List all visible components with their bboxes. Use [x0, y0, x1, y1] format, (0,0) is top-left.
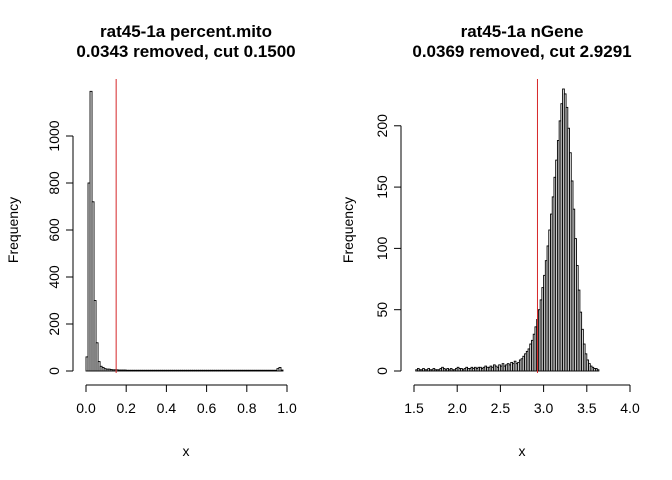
x-axis: 1.5 2.0 2.5 3.0 3.5 4.0 [404, 384, 640, 416]
y-tick-label: 0 [46, 367, 62, 375]
histogram-ngene: rat45-1a nGene 0.0369 removed, cut 2.929… [340, 22, 640, 459]
y-tick-label: 50 [374, 302, 390, 318]
x-tick-label: 1.5 [404, 400, 424, 416]
x-axis: 0.0 0.2 0.4 0.6 0.8 1.0 [76, 384, 297, 416]
histogram-bar [280, 369, 284, 372]
x-tick-label: 4.0 [620, 400, 640, 416]
bars [415, 88, 600, 372]
y-tick-label: 0 [374, 367, 390, 375]
chart-subtitle: 0.0369 removed, cut 2.9291 [412, 42, 631, 61]
histogram-bar [95, 342, 99, 372]
histogram-percent-mito: rat45-1a percent.mito 0.0343 removed, cu… [5, 22, 297, 459]
x-tick-label: 0.0 [76, 400, 96, 416]
x-tick-label: 0.4 [157, 400, 177, 416]
x-tick-label: 2.5 [491, 400, 511, 416]
x-tick-label: 0.2 [116, 400, 136, 416]
y-tick-label: 100 [374, 236, 390, 260]
y-tick-label: 400 [46, 265, 62, 289]
chart-title: rat45-1a percent.mito [100, 22, 272, 41]
bars [85, 90, 284, 372]
x-tick-label: 1.0 [277, 400, 297, 416]
y-axis-label: Frequency [5, 197, 21, 263]
y-tick-label: 200 [374, 114, 390, 138]
y-tick-label: 600 [46, 218, 62, 242]
y-tick-label: 200 [46, 312, 62, 336]
y-tick-label: 1000 [46, 120, 62, 151]
y-axis: 0 200 400 600 800 1000 [46, 120, 74, 375]
histogram-bar [596, 369, 600, 372]
histogram-bar [278, 367, 282, 372]
x-axis-label: x [183, 443, 190, 459]
y-axis-label: Frequency [340, 197, 356, 263]
x-axis-label: x [519, 443, 526, 459]
y-tick-label: 800 [46, 171, 62, 195]
y-tick-label: 150 [374, 175, 390, 199]
histogram-bar [93, 300, 97, 372]
x-tick-label: 3.0 [534, 400, 554, 416]
chart-title: rat45-1a nGene [461, 22, 584, 41]
y-axis: 0 50 100 150 200 [374, 114, 402, 375]
x-tick-label: 2.0 [447, 400, 467, 416]
histogram-bar [91, 201, 95, 372]
x-tick-label: 3.5 [577, 400, 597, 416]
chart-subtitle: 0.0343 removed, cut 0.1500 [76, 42, 295, 61]
x-tick-label: 0.8 [237, 400, 257, 416]
x-tick-label: 0.6 [197, 400, 217, 416]
